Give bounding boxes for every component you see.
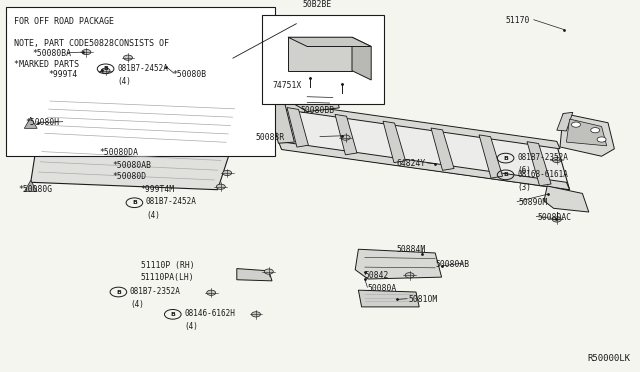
Text: 50080BB: 50080BB [300, 106, 334, 115]
Polygon shape [294, 89, 339, 112]
Text: *50080H: *50080H [26, 118, 60, 127]
Polygon shape [544, 186, 589, 212]
Text: *50080AB: *50080AB [112, 161, 151, 170]
Circle shape [207, 290, 216, 295]
Text: 50890M: 50890M [518, 198, 548, 207]
Polygon shape [560, 113, 614, 156]
Text: 50080A: 50080A [368, 284, 397, 293]
Text: 50B2BE: 50B2BE [303, 0, 332, 9]
Polygon shape [358, 290, 419, 307]
Bar [6, 7, 275, 156]
Text: B: B [116, 289, 121, 295]
Text: *MARKED PARTS: *MARKED PARTS [14, 60, 79, 68]
Text: R50000LK: R50000LK [588, 354, 630, 363]
Text: (4): (4) [130, 300, 144, 309]
Text: (4): (4) [184, 322, 198, 331]
Text: *999T4: *999T4 [48, 70, 77, 79]
Polygon shape [269, 103, 294, 143]
Circle shape [223, 170, 232, 176]
Text: (3): (3) [517, 183, 531, 192]
Polygon shape [269, 104, 570, 190]
Text: FOR OFF ROAD PACKAGE: FOR OFF ROAD PACKAGE [14, 17, 114, 26]
Text: B: B [503, 172, 508, 177]
Circle shape [101, 68, 110, 73]
Text: 50083R: 50083R [256, 133, 285, 142]
Bar [262, 15, 384, 104]
Text: *50080D: *50080D [112, 172, 146, 181]
Circle shape [252, 312, 260, 317]
Polygon shape [431, 128, 454, 170]
Polygon shape [479, 135, 502, 178]
Polygon shape [383, 121, 406, 163]
Circle shape [591, 128, 600, 133]
Text: 64824Y: 64824Y [397, 159, 426, 168]
Text: 50080AC: 50080AC [538, 213, 572, 222]
Text: 081B7-2352A: 081B7-2352A [517, 153, 568, 162]
Polygon shape [24, 180, 37, 192]
Polygon shape [566, 119, 607, 146]
Text: *50080B: *50080B [173, 70, 207, 79]
Polygon shape [24, 117, 37, 128]
Text: (6): (6) [517, 166, 531, 175]
Text: B: B [170, 312, 175, 317]
Circle shape [124, 55, 132, 60]
Circle shape [341, 135, 350, 140]
Polygon shape [355, 249, 442, 279]
Text: B: B [132, 200, 137, 205]
Polygon shape [237, 269, 272, 281]
Text: *50080BA: *50080BA [32, 49, 71, 58]
Text: B: B [503, 155, 508, 161]
Text: NOTE, PART CODE50828CONSISTS OF: NOTE, PART CODE50828CONSISTS OF [14, 39, 169, 48]
Circle shape [264, 269, 273, 274]
Text: B: B [103, 66, 108, 71]
Text: 50884M: 50884M [397, 245, 426, 254]
Text: 74751X: 74751X [272, 81, 301, 90]
Text: *50080DA: *50080DA [99, 148, 138, 157]
Polygon shape [288, 37, 352, 71]
Polygon shape [288, 37, 371, 46]
Text: 51110P (RH): 51110P (RH) [141, 262, 195, 270]
Polygon shape [278, 141, 570, 190]
Polygon shape [557, 112, 573, 131]
Polygon shape [335, 114, 357, 155]
Polygon shape [269, 100, 560, 149]
Text: 081B7-2452A: 081B7-2452A [146, 198, 196, 206]
Circle shape [552, 157, 561, 163]
Circle shape [405, 273, 414, 278]
Text: 081B7-2352A: 081B7-2352A [130, 287, 180, 296]
Text: 51170: 51170 [506, 16, 530, 25]
Text: 50842: 50842 [365, 271, 389, 280]
Circle shape [597, 137, 606, 142]
Text: (4): (4) [117, 77, 131, 86]
Text: 08168-6161A: 08168-6161A [517, 170, 568, 179]
Polygon shape [287, 108, 308, 147]
Circle shape [572, 122, 580, 127]
Text: *999T4M: *999T4M [141, 185, 175, 194]
Text: 08146-6162H: 08146-6162H [184, 309, 235, 318]
Text: 5081OM: 5081OM [408, 295, 438, 304]
Text: (4): (4) [146, 211, 160, 219]
Circle shape [216, 184, 225, 189]
Polygon shape [31, 141, 230, 190]
Polygon shape [37, 93, 243, 151]
Text: 51110PA(LH): 51110PA(LH) [141, 273, 195, 282]
Text: 50080AB: 50080AB [435, 260, 469, 269]
Text: 081B7-2452A: 081B7-2452A [117, 64, 168, 73]
Circle shape [82, 49, 91, 55]
Polygon shape [527, 142, 551, 186]
Text: *50080G: *50080G [18, 185, 52, 194]
Circle shape [552, 217, 561, 222]
Polygon shape [352, 37, 371, 80]
